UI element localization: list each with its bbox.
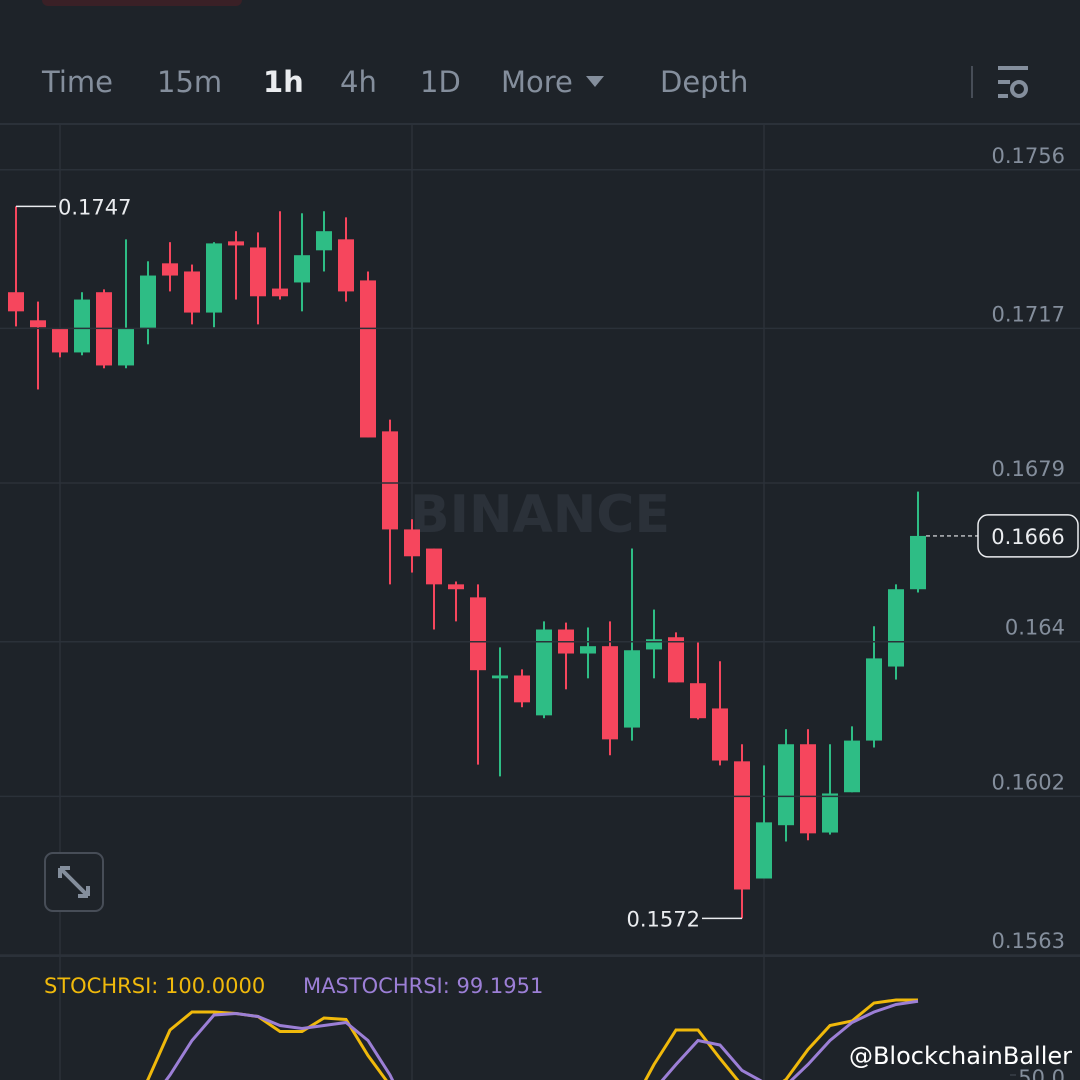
candle-body [624,650,640,728]
y-tick-label: 0.1679 [992,457,1065,481]
top-pill [42,0,242,6]
indicator-lines [146,998,919,1080]
expand-icon [58,866,90,898]
candle-body [734,761,750,890]
candle-body [250,247,266,297]
candle-body [580,646,596,654]
tab[interactable]: Depth [660,65,748,99]
candle-body [30,320,46,328]
more-caret [586,76,604,87]
y-tick-label: 0.1602 [992,770,1065,794]
y-tick-label: 0.164 [1005,616,1065,640]
candle-body [800,744,816,834]
legend-entry: STOCHRSI: 100.0000 [44,974,265,998]
y-tick-label: 0.1563 [992,929,1065,953]
candle-body [756,822,772,879]
candle-body [910,535,926,590]
candle-body [668,637,684,683]
candle-body [272,288,288,297]
tab[interactable]: 15m [157,65,222,99]
candle-body [426,548,442,585]
candle-body [8,292,24,312]
candle-body [844,740,860,793]
y-tick-label: 50.0 [1018,1066,1065,1080]
tab[interactable]: More [501,65,573,99]
credit: @BlockchainBaller [849,1042,1072,1070]
candle-body [866,658,882,741]
candle-body [140,275,156,329]
last-price-label: 0.1666 [991,525,1064,549]
candle-body [228,241,244,246]
candle-body [404,529,420,557]
candle-body [888,589,904,667]
tab[interactable]: 1D [420,65,461,99]
candle-body [492,675,508,679]
candle-body [448,584,464,590]
tab[interactable]: Time [41,65,113,99]
candle-body [74,299,90,353]
candle-body [206,243,222,313]
candle-body [382,431,398,530]
candle-body [162,263,178,276]
tab-bar: Time 15m 1h 4h 1D More Depth [41,65,748,99]
candle-body [690,683,706,719]
watermark: BINANCE [410,485,670,545]
tab[interactable]: 4h [340,65,377,99]
candle-body [646,639,662,650]
candle-body [316,231,332,251]
candle-body [536,629,552,716]
legend-entry: MASTOCHRSI: 99.1951 [303,974,543,998]
min-label: 0.1572 [627,907,700,931]
y-tick-label: 0.1756 [992,144,1065,168]
candle-body [822,793,838,833]
candle-body [294,255,310,283]
candle-body [514,675,530,703]
candle-body [184,271,200,313]
candle-body [338,239,354,292]
y-tick-label: 0.1717 [992,302,1065,326]
candle-body [52,328,68,353]
last-price-box [977,514,1079,558]
candle-body [602,646,618,740]
settings-icon[interactable] [998,66,1028,98]
candle-body [118,328,134,366]
candle-body [712,708,728,761]
annotations: 0.1747 0.1572 0.1666 [16,195,1079,931]
tab[interactable]: 1h [263,65,304,99]
candle-body [360,280,376,438]
candle-body [470,597,486,671]
indicator-pane: STOCHRSI: 100.0000 MASTOCHRSI: 99.1951 50.… [44,974,1065,1080]
max-label: 0.1747 [58,195,131,219]
candle-body [778,744,794,826]
indicator-line [146,998,918,1080]
